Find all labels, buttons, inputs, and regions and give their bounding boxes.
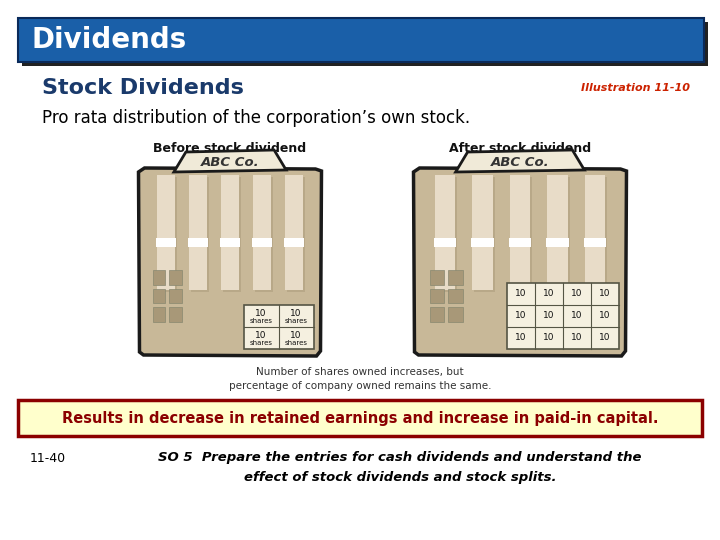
Text: Pro rata distribution of the corporation’s own stock.: Pro rata distribution of the corporation… [42, 109, 470, 127]
FancyBboxPatch shape [585, 176, 606, 290]
FancyBboxPatch shape [448, 288, 462, 303]
FancyBboxPatch shape [584, 239, 606, 247]
FancyBboxPatch shape [169, 270, 181, 285]
FancyBboxPatch shape [547, 176, 568, 290]
FancyBboxPatch shape [506, 283, 618, 349]
FancyBboxPatch shape [509, 239, 531, 247]
Text: 10: 10 [543, 312, 554, 321]
Text: 10: 10 [599, 312, 611, 321]
FancyBboxPatch shape [153, 307, 166, 322]
FancyBboxPatch shape [510, 176, 530, 290]
FancyBboxPatch shape [433, 239, 456, 247]
Text: shares: shares [250, 340, 272, 346]
Polygon shape [456, 150, 585, 172]
Text: Stock Dividends: Stock Dividends [42, 78, 244, 98]
Text: 10: 10 [256, 330, 266, 340]
Text: 11-40: 11-40 [30, 451, 66, 464]
FancyBboxPatch shape [153, 288, 166, 303]
FancyBboxPatch shape [18, 18, 704, 62]
Text: 10: 10 [571, 289, 582, 299]
FancyBboxPatch shape [157, 176, 174, 290]
Text: shares: shares [284, 318, 307, 324]
FancyBboxPatch shape [253, 176, 271, 290]
Text: 10: 10 [543, 334, 554, 342]
FancyBboxPatch shape [587, 178, 608, 292]
FancyBboxPatch shape [22, 22, 708, 66]
FancyBboxPatch shape [430, 307, 444, 322]
Text: effect of stock dividends and stock splits.: effect of stock dividends and stock spli… [244, 471, 557, 484]
Text: 10: 10 [599, 289, 611, 299]
FancyBboxPatch shape [512, 178, 532, 292]
Text: 10: 10 [290, 330, 302, 340]
Text: 10: 10 [515, 334, 526, 342]
Text: SO 5  Prepare the entries for cash dividends and understand the: SO 5 Prepare the entries for cash divide… [158, 451, 642, 464]
FancyBboxPatch shape [435, 176, 455, 290]
FancyBboxPatch shape [546, 239, 569, 247]
FancyBboxPatch shape [189, 176, 207, 290]
FancyBboxPatch shape [448, 307, 462, 322]
Polygon shape [174, 150, 286, 172]
FancyBboxPatch shape [474, 178, 495, 292]
FancyBboxPatch shape [169, 288, 181, 303]
Text: 10: 10 [256, 308, 266, 318]
Text: Number of shares owned increases, but: Number of shares owned increases, but [256, 367, 464, 377]
FancyBboxPatch shape [156, 239, 176, 247]
Text: 10: 10 [290, 308, 302, 318]
FancyBboxPatch shape [287, 178, 305, 292]
FancyBboxPatch shape [549, 178, 570, 292]
Text: shares: shares [284, 340, 307, 346]
Text: Before stock dividend: Before stock dividend [153, 141, 307, 154]
Text: 10: 10 [515, 312, 526, 321]
FancyBboxPatch shape [256, 178, 273, 292]
FancyBboxPatch shape [192, 178, 209, 292]
Text: 10: 10 [515, 289, 526, 299]
Text: 10: 10 [571, 334, 582, 342]
FancyBboxPatch shape [472, 176, 492, 290]
Text: shares: shares [250, 318, 272, 324]
Text: 10: 10 [599, 334, 611, 342]
FancyBboxPatch shape [448, 270, 462, 285]
Polygon shape [138, 168, 322, 356]
FancyBboxPatch shape [430, 270, 444, 285]
FancyBboxPatch shape [18, 400, 702, 436]
FancyBboxPatch shape [188, 239, 207, 247]
Text: ABC Co.: ABC Co. [201, 156, 259, 168]
FancyBboxPatch shape [221, 176, 239, 290]
Text: 10: 10 [543, 289, 554, 299]
FancyBboxPatch shape [252, 239, 272, 247]
Text: percentage of company owned remains the same.: percentage of company owned remains the … [229, 381, 491, 391]
FancyBboxPatch shape [159, 178, 176, 292]
FancyBboxPatch shape [430, 288, 444, 303]
FancyBboxPatch shape [243, 305, 313, 349]
FancyBboxPatch shape [153, 270, 166, 285]
FancyBboxPatch shape [169, 307, 181, 322]
Text: Dividends: Dividends [32, 26, 187, 54]
Text: Results in decrease in retained earnings and increase in paid-in capital.: Results in decrease in retained earnings… [62, 410, 658, 426]
Text: After stock dividend: After stock dividend [449, 141, 591, 154]
Polygon shape [413, 168, 626, 356]
FancyBboxPatch shape [436, 178, 457, 292]
FancyBboxPatch shape [220, 239, 240, 247]
Text: ABC Co.: ABC Co. [491, 156, 549, 168]
FancyBboxPatch shape [471, 239, 494, 247]
FancyBboxPatch shape [284, 239, 304, 247]
FancyBboxPatch shape [285, 176, 303, 290]
FancyBboxPatch shape [223, 178, 240, 292]
Text: 10: 10 [571, 312, 582, 321]
Text: Illustration 11-10: Illustration 11-10 [581, 83, 690, 93]
